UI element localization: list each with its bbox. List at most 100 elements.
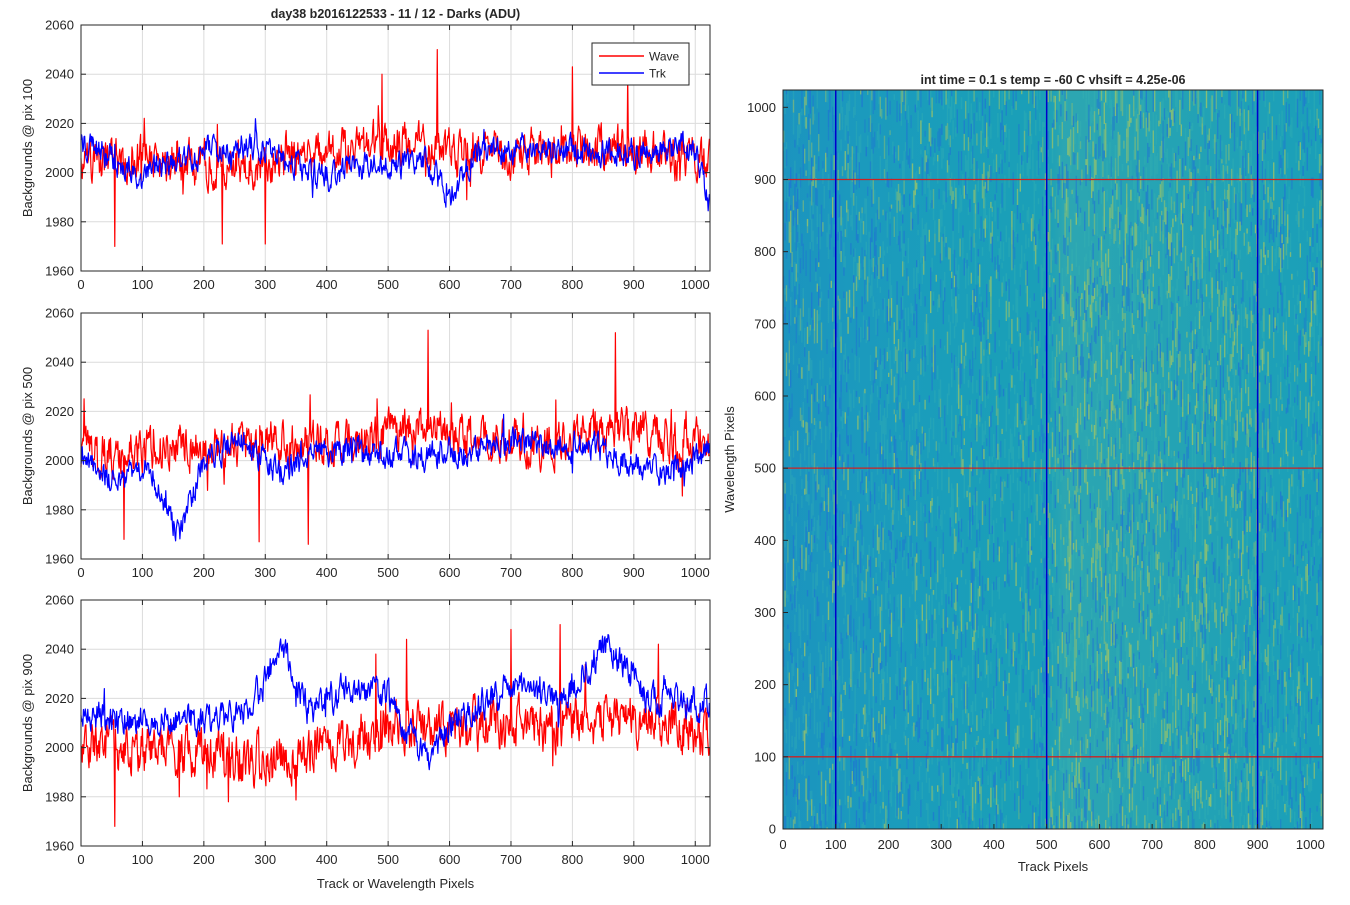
heatmap-streak xyxy=(1105,141,1106,158)
heatmap-streak xyxy=(941,727,942,751)
heatmap-streak xyxy=(846,200,847,212)
heatmap-streak xyxy=(1102,90,1103,99)
heatmap-streak xyxy=(990,516,991,533)
heatmap-streak xyxy=(896,540,897,559)
heatmap-streak xyxy=(1018,725,1019,747)
heatmap-streak xyxy=(1141,303,1142,328)
heatmap-streak xyxy=(1050,90,1051,102)
heatmap-streak xyxy=(1115,145,1116,158)
heatmap-streak xyxy=(902,296,903,310)
heatmap-streak xyxy=(950,650,951,661)
heatmap-streak xyxy=(796,733,797,749)
heatmap-streak xyxy=(796,523,797,536)
heatmap-streak xyxy=(945,617,946,632)
heatmap-streak xyxy=(969,507,970,519)
heatmap-streak xyxy=(887,306,888,324)
heatmap-streak xyxy=(784,483,785,494)
heatmap-streak xyxy=(1091,241,1092,245)
heatmap-streak xyxy=(927,804,928,826)
heatmap-streak xyxy=(1028,611,1029,631)
heatmap-streak xyxy=(1109,216,1110,228)
heatmap-streak xyxy=(1132,226,1133,235)
heatmap-streak xyxy=(829,627,830,633)
heatmap-streak xyxy=(829,90,830,112)
heatmap-streak xyxy=(791,765,792,779)
heatmap-streak xyxy=(999,248,1000,265)
heatmap-streak xyxy=(846,212,847,237)
heatmap-streak xyxy=(880,223,881,233)
heatmap-streak xyxy=(1161,653,1162,658)
heatmap-streak xyxy=(842,719,843,737)
heatmap-streak xyxy=(861,824,862,835)
heatmap-streak xyxy=(912,306,913,321)
heatmap-streak xyxy=(796,317,797,343)
heatmap-streak xyxy=(1035,685,1036,698)
heatmap-streak xyxy=(859,780,860,791)
heatmap-streak xyxy=(999,265,1000,281)
heatmap-streak xyxy=(1031,546,1032,550)
heatmap-streak xyxy=(924,131,925,137)
heatmap-streak xyxy=(1008,449,1009,474)
heatmap-streak xyxy=(849,796,850,815)
heatmap-streak xyxy=(1091,312,1092,328)
heatmap-streak xyxy=(1076,752,1077,776)
heatmap-streak xyxy=(1028,551,1029,555)
heatmap-streak xyxy=(1178,633,1179,640)
heatmap-streak xyxy=(1115,728,1116,745)
heatmap-streak xyxy=(1050,169,1051,186)
heatmap-streak xyxy=(866,198,867,221)
heatmap-streak xyxy=(1132,547,1133,557)
heatmap-streak xyxy=(857,230,858,234)
heatmap-streak xyxy=(913,268,914,289)
x-tick-label: 300 xyxy=(254,852,276,867)
heatmap-streak xyxy=(1169,128,1170,136)
heatmap-streak xyxy=(875,370,876,379)
heatmap-streak xyxy=(908,700,909,712)
heatmap-streak xyxy=(801,501,802,508)
heatmap-streak xyxy=(923,362,924,377)
heatmap-streak xyxy=(825,780,826,804)
heatmap-streak xyxy=(923,566,924,577)
heatmap-streak xyxy=(964,258,965,275)
heatmap-streak xyxy=(1013,503,1014,519)
heatmap-streak xyxy=(1181,807,1182,813)
heatmap-streak xyxy=(957,445,958,453)
heatmap-streak xyxy=(931,615,932,638)
heatmap-streak xyxy=(1148,289,1149,309)
heatmap-streak xyxy=(808,656,809,677)
heatmap-streak xyxy=(1183,488,1184,494)
heatmap-streak xyxy=(916,576,917,590)
heatmap-streak xyxy=(884,435,885,459)
heatmap-streak xyxy=(934,153,935,161)
heatmap-streak xyxy=(859,818,860,828)
heatmap-streak xyxy=(884,136,885,159)
heatmap-streak xyxy=(1043,646,1044,659)
heatmap-streak xyxy=(957,483,958,507)
heatmap-streak xyxy=(1160,427,1161,436)
heatmap-streak xyxy=(1158,329,1159,344)
heatmap-streak xyxy=(985,584,986,591)
heatmap-streak xyxy=(821,503,822,508)
heatmap-streak xyxy=(881,109,882,119)
heatmap-streak xyxy=(1150,392,1151,397)
heatmap-streak xyxy=(1105,253,1106,261)
heatmap-streak xyxy=(1062,417,1063,437)
heatmap-streak xyxy=(1115,624,1116,648)
heatmap-streak xyxy=(1001,105,1002,110)
heatmap-streak xyxy=(1172,148,1173,168)
heatmap-streak xyxy=(1144,372,1145,389)
heatmap-streak xyxy=(817,284,818,292)
heatmap-streak xyxy=(1070,822,1071,838)
heatmap-streak xyxy=(1171,197,1172,211)
heatmap-streak xyxy=(1052,128,1053,149)
heatmap-streak xyxy=(1164,710,1165,719)
heatmap-streak xyxy=(798,604,799,625)
heatmap-streak xyxy=(1139,627,1140,645)
heatmap-streak xyxy=(1164,633,1165,658)
heatmap-streak xyxy=(833,794,834,815)
heatmap-streak xyxy=(1153,112,1154,131)
heatmap-streak xyxy=(973,158,974,169)
heatmap-streak xyxy=(1141,406,1142,410)
heatmap-streak xyxy=(853,761,854,781)
heatmap-streak xyxy=(812,527,813,549)
